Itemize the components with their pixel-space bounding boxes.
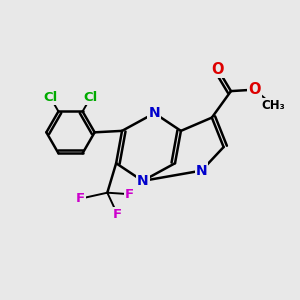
Text: F: F	[113, 208, 122, 221]
Text: N: N	[137, 174, 148, 188]
Text: F: F	[76, 192, 86, 205]
Text: O: O	[248, 82, 261, 97]
Text: O: O	[212, 61, 224, 76]
Text: Cl: Cl	[43, 91, 58, 104]
Text: N: N	[148, 106, 160, 120]
Text: F: F	[125, 188, 134, 201]
Text: N: N	[196, 164, 207, 178]
Text: Cl: Cl	[83, 91, 98, 104]
Text: CH₃: CH₃	[262, 99, 286, 112]
